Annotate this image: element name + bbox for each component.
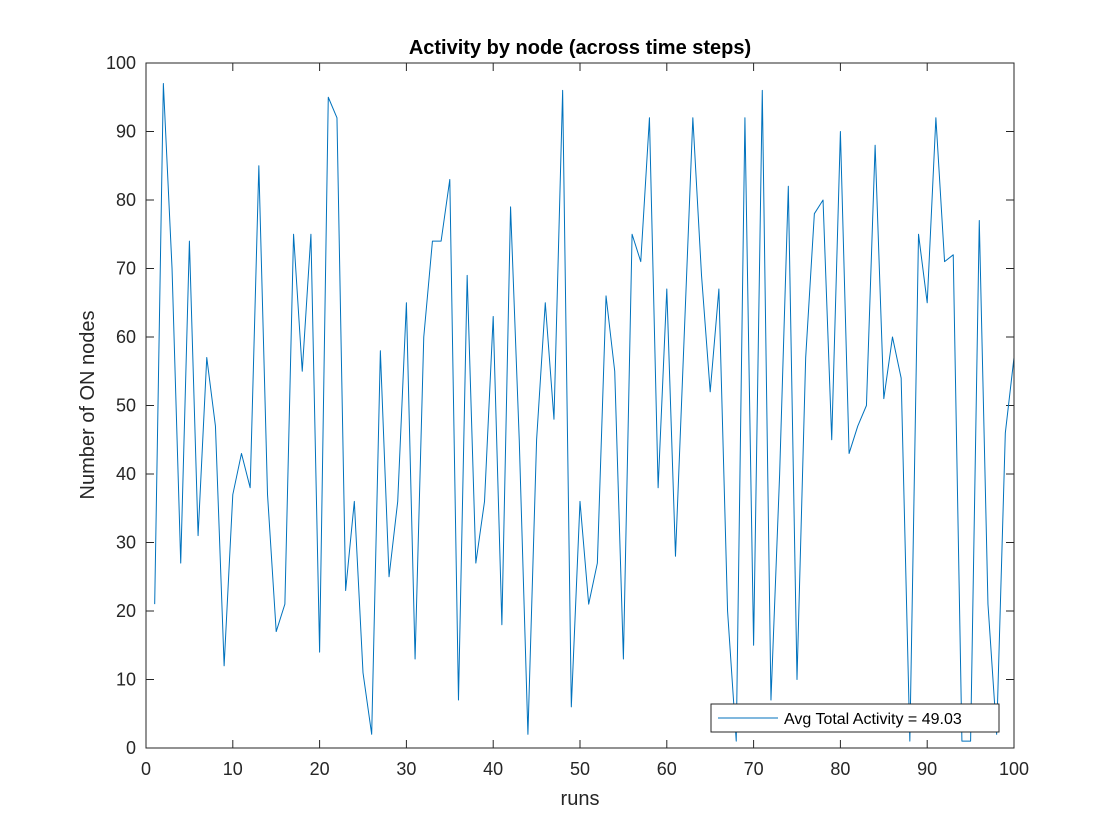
x-tick-label: 90 [917, 759, 937, 779]
x-tick-label: 40 [483, 759, 503, 779]
y-tick-label: 10 [116, 670, 136, 690]
y-tick-label: 70 [116, 259, 136, 279]
x-tick-label: 60 [657, 759, 677, 779]
legend-label: Avg Total Activity = 49.03 [784, 711, 962, 728]
x-tick-label: 10 [223, 759, 243, 779]
y-tick-label: 60 [116, 327, 136, 347]
x-tick-labels: 0 10 20 30 40 50 60 70 80 90 100 [141, 759, 1029, 779]
x-tick-label: 30 [396, 759, 416, 779]
y-tick-label: 80 [116, 190, 136, 210]
x-tick-label: 20 [310, 759, 330, 779]
y-tick-label: 20 [116, 601, 136, 621]
series-line [154, 83, 1015, 742]
y-tick-label: 40 [116, 464, 136, 484]
x-tick-label: 50 [570, 759, 590, 779]
legend: Avg Total Activity = 49.03 [710, 703, 1000, 733]
x-axis-label: runs [561, 788, 600, 810]
plot-area [146, 63, 1014, 748]
series-layer [154, 83, 1015, 742]
y-tick-label: 100 [106, 53, 136, 73]
y-tick-label: 50 [116, 396, 136, 416]
y-tick-label: 0 [126, 738, 136, 758]
x-tick-label: 80 [830, 759, 850, 779]
y-axis-label: Number of ON nodes [77, 311, 99, 500]
y-tick-label: 90 [116, 122, 136, 142]
x-tick-label: 100 [999, 759, 1029, 779]
y-tick-labels: 0 10 20 30 40 50 60 70 80 90 100 [106, 53, 136, 758]
chart-title: Activity by node (across time steps) [409, 37, 751, 59]
plot-frame [145, 62, 1015, 749]
x-tick-label: 0 [141, 759, 151, 779]
x-tick-label: 70 [744, 759, 764, 779]
y-tick-label: 30 [116, 533, 136, 553]
